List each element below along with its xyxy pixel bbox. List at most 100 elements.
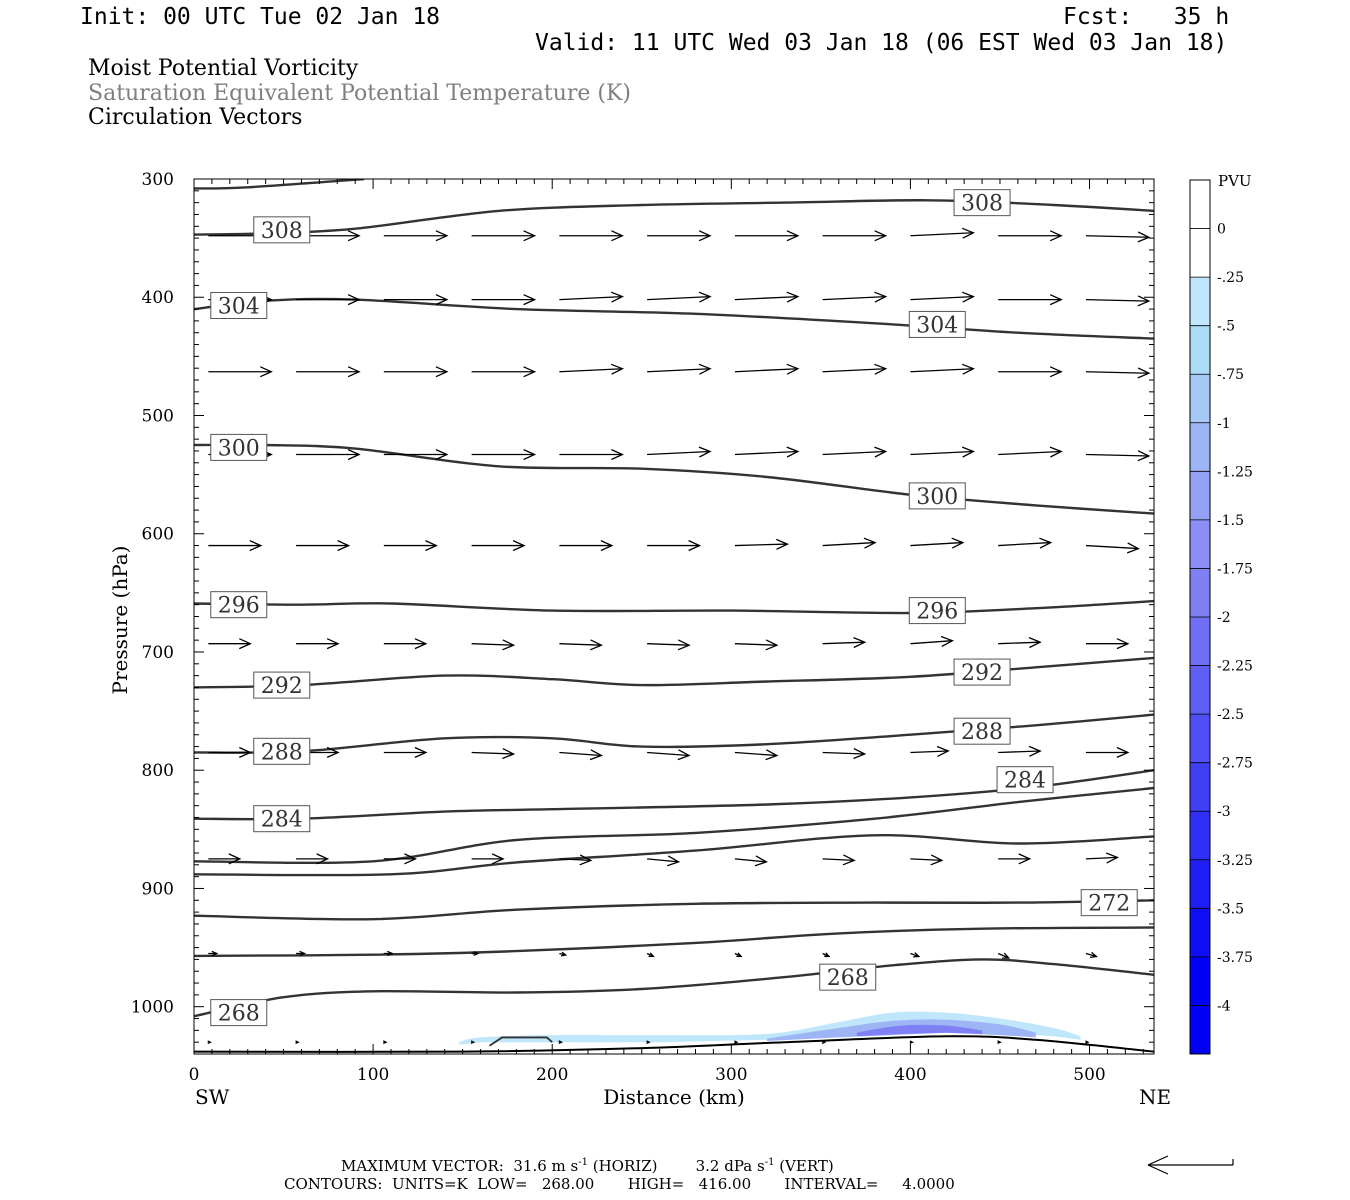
vector-arrow: [559, 291, 624, 303]
vector-arrow: [559, 363, 624, 375]
vector-shaft: [910, 232, 974, 237]
y-tick-label: 800: [142, 761, 174, 781]
contour-line: [194, 926, 1154, 958]
contour-label-box: [253, 216, 311, 244]
vector-shaft: [1085, 544, 1139, 550]
surface-bump: [489, 1036, 553, 1047]
vector-arrow: [998, 636, 1042, 649]
contour-label-text: 272: [1088, 892, 1130, 917]
vector-head: [786, 363, 800, 375]
contour-label: 272: [1080, 889, 1138, 917]
colorbar-band: [1190, 568, 1210, 618]
title-vectors: Circulation Vectors: [88, 105, 303, 130]
vector-arrow: [208, 853, 242, 865]
vector-arrow: [208, 540, 263, 552]
vector-head: [930, 854, 944, 866]
vector-head: [1085, 1040, 1090, 1044]
vector-head: [611, 449, 624, 461]
vector-shaft: [647, 858, 679, 863]
vector-shaft: [910, 541, 963, 547]
vector-arrow: [734, 952, 743, 958]
vector-head: [1137, 231, 1151, 243]
vector-arrow: [998, 366, 1063, 378]
pv-shading: [459, 1011, 1081, 1045]
vector-arrow: [822, 291, 888, 303]
vector-arrow: [822, 952, 831, 958]
contour-label-text: 268: [218, 1002, 260, 1027]
vector-head: [874, 446, 888, 458]
vector-arrow: [910, 363, 975, 375]
vector-head: [1049, 446, 1063, 458]
y-axis-label: Pressure (hPa): [108, 546, 132, 695]
contour-label-box: [953, 658, 1011, 686]
vector-arrow: [1085, 542, 1140, 554]
vector-arrow: [998, 230, 1063, 242]
vector-arrow: [910, 854, 944, 866]
colorbar-tick-label: -1.25: [1217, 464, 1253, 480]
colorbar-band: [1190, 956, 1210, 1006]
colorbar-band: [1190, 519, 1210, 569]
vector-head: [523, 230, 537, 242]
y-tick-label: 300: [142, 170, 174, 190]
vector-arrow: [998, 853, 1032, 865]
vector-shaft: [822, 368, 886, 373]
vector-shaft: [822, 858, 855, 862]
vector-arrow: [910, 635, 954, 647]
contour-label: 268: [210, 999, 268, 1027]
vector-arrow: [647, 540, 702, 552]
x-tick-label: 200: [536, 1065, 568, 1085]
contour-label: 300: [908, 482, 966, 510]
vector-arrow: [734, 749, 779, 761]
vector-head: [997, 1040, 1002, 1044]
vector-shaft: [1085, 371, 1149, 374]
vector-shaft: [734, 368, 798, 373]
valid-time: Valid: 11 UTC Wed 03 Jan 18 (06 EST Wed …: [535, 30, 1228, 56]
vector-head: [337, 540, 351, 552]
colorbar-unit: PVU: [1218, 172, 1252, 190]
vector-arrow: [1085, 295, 1151, 307]
vector-head: [666, 855, 681, 867]
vector-arrow: [471, 951, 480, 956]
vector-shaft: [471, 751, 514, 755]
contour-label-box: [210, 433, 268, 461]
vector-arrow: [997, 952, 1011, 959]
vector-head: [853, 636, 867, 649]
vector-arrow: [383, 638, 428, 650]
vector-arrow: [471, 449, 537, 461]
max-vector-unit: -1: [578, 1157, 588, 1168]
vector-arrow: [471, 748, 516, 760]
vector-arrow: [208, 950, 219, 957]
vector-arrow: [208, 366, 273, 378]
contour-line: [194, 179, 365, 190]
vector-arrow: [471, 639, 516, 651]
vector-arrow: [296, 449, 361, 461]
colorbar-tick-label: -2.5: [1217, 707, 1244, 723]
vector-head: [1049, 230, 1063, 242]
contour-label-text: 296: [916, 600, 958, 625]
colorbar-tick-label: -.75: [1217, 367, 1244, 383]
vector-head: [1137, 295, 1151, 307]
contour-label-text: 288: [961, 720, 1003, 745]
vector-shaft: [910, 368, 974, 373]
vector-shaft: [559, 858, 591, 862]
vector-arrow: [1085, 1040, 1090, 1044]
x-right-label: NE: [1139, 1085, 1171, 1109]
vector-head: [589, 639, 603, 651]
vector-arrow: [383, 950, 394, 957]
contour-line: [194, 599, 1154, 615]
vector-head: [1116, 746, 1130, 758]
contour-line: [194, 786, 1154, 865]
vector-arrow: [208, 746, 252, 758]
y-tick-label: 400: [142, 288, 174, 308]
vector-shaft: [998, 450, 1062, 456]
max-vector-text: MAXIMUM VECTOR: 31.6 m s: [341, 1157, 579, 1175]
vector-head: [646, 1040, 651, 1044]
vector-head: [228, 853, 242, 865]
contour-label-box: [819, 963, 877, 991]
vector-arrow: [910, 952, 921, 958]
colorbar-band: [1190, 811, 1210, 861]
vector-head: [736, 952, 743, 958]
contour-label-text: 268: [827, 966, 869, 991]
vector-head: [491, 853, 505, 865]
contour-label-text: 304: [218, 295, 260, 320]
